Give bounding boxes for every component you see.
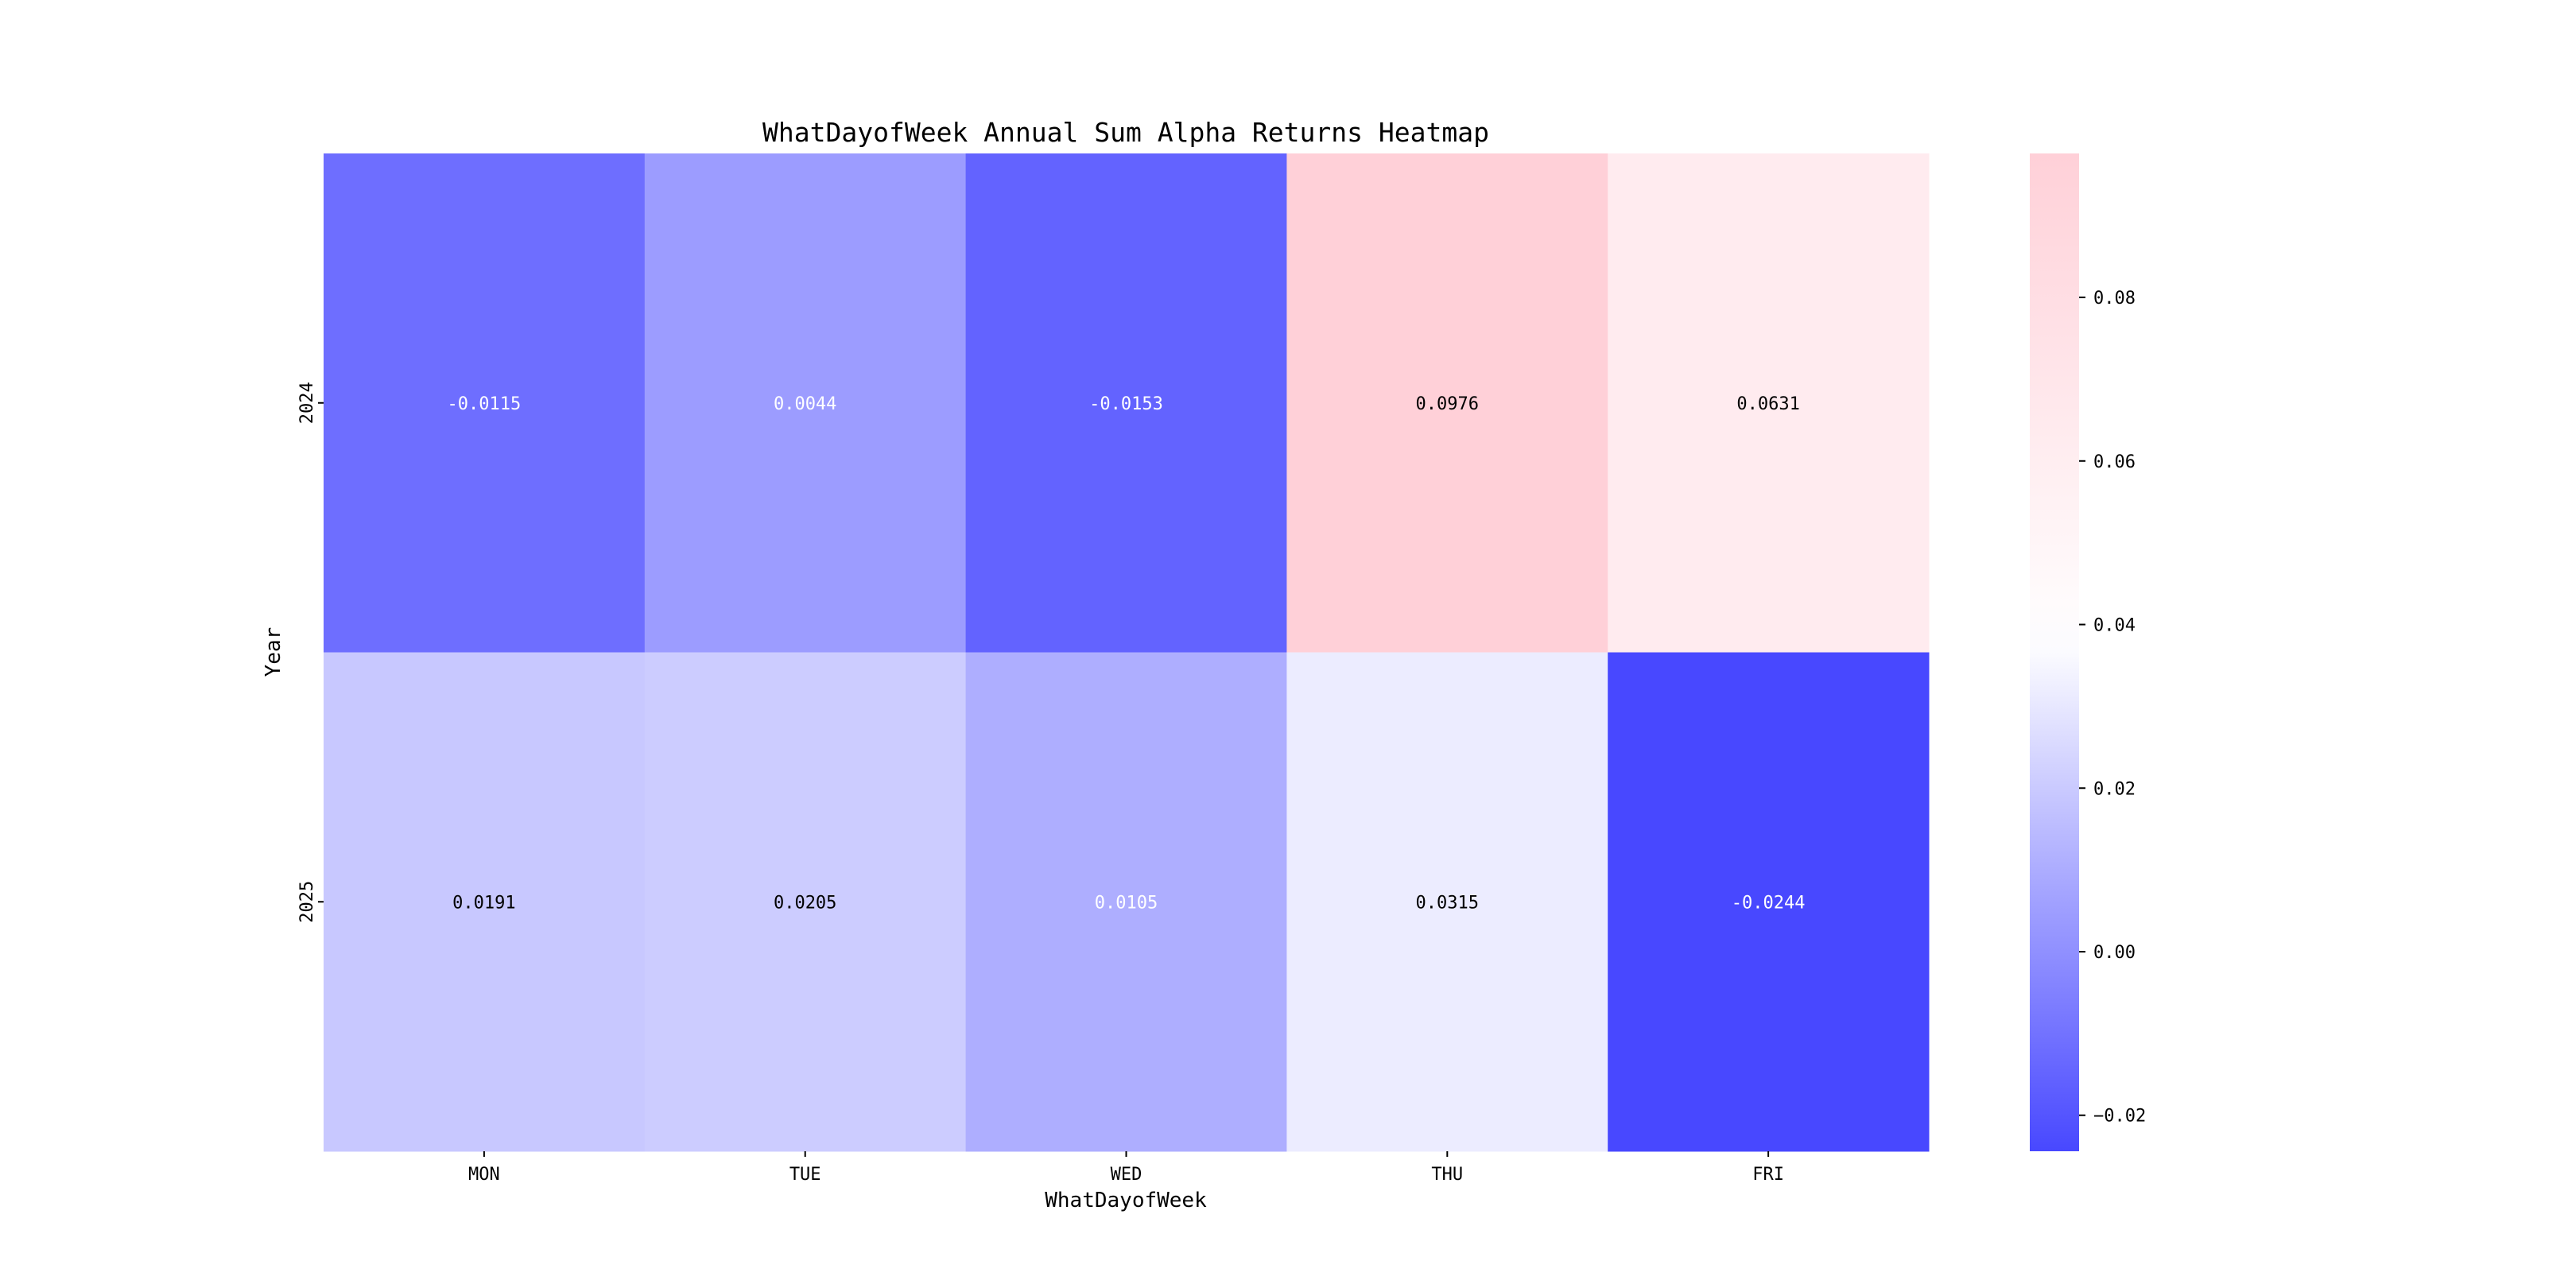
heatmap-cell bbox=[644, 153, 967, 653]
heatmap-cell bbox=[324, 652, 646, 1152]
colorbar bbox=[2030, 153, 2079, 1151]
colorbar-tick-label: 0.08 bbox=[2093, 289, 2136, 308]
x-tick-label: FRI bbox=[1752, 1165, 1784, 1185]
x-axis-label: WhatDayofWeek bbox=[1045, 1189, 1207, 1212]
chart-title: WhatDayofWeek Annual Sum Alpha Returns H… bbox=[762, 117, 1489, 148]
y-axis-ticks: 2024 2025 bbox=[297, 382, 324, 923]
colorbar-ticks: −0.02 0.00 0.02 0.04 0.06 0.08 bbox=[2079, 289, 2146, 1127]
colorbar-tick-label: −0.02 bbox=[2093, 1107, 2146, 1127]
colorbar-tick-label: 0.00 bbox=[2093, 943, 2136, 963]
y-tick-label: 2024 bbox=[297, 382, 317, 424]
heatmap-cell bbox=[1286, 652, 1608, 1152]
heatmap-cell bbox=[1286, 153, 1608, 653]
cell-annotation: 0.0976 bbox=[1416, 394, 1479, 414]
y-tick-label: 2025 bbox=[297, 881, 317, 923]
heatmap-cell bbox=[644, 652, 967, 1152]
y-axis-label: Year bbox=[262, 627, 285, 677]
cell-annotation: 0.0205 bbox=[774, 893, 836, 913]
colorbar-tick-label: 0.06 bbox=[2093, 452, 2136, 472]
heatmap-cell bbox=[1608, 652, 1930, 1152]
cell-annotation: 0.0191 bbox=[452, 893, 515, 913]
heatmap-cells: -0.0115 0.0044 -0.0153 0.0976 0.0631 0.0191 0.… bbox=[324, 153, 1930, 1152]
x-tick-label: TUE bbox=[789, 1165, 821, 1185]
x-tick-label: MON bbox=[468, 1165, 500, 1185]
heatmap-cell bbox=[324, 153, 646, 653]
x-axis-ticks: MON TUE WED THU FRI bbox=[468, 1151, 1784, 1185]
heatmap-cell bbox=[1608, 153, 1930, 653]
x-tick-label: THU bbox=[1431, 1165, 1463, 1185]
cell-annotation: -0.0115 bbox=[448, 394, 522, 414]
heatmap-cell bbox=[965, 652, 1287, 1152]
cell-annotation: -0.0153 bbox=[1089, 394, 1163, 414]
cell-annotation: 0.0631 bbox=[1736, 394, 1799, 414]
colorbar-tick-label: 0.02 bbox=[2093, 779, 2136, 799]
cell-annotation: 0.0044 bbox=[774, 394, 836, 414]
cell-annotation: 0.0105 bbox=[1095, 893, 1158, 913]
cell-annotation: 0.0315 bbox=[1416, 893, 1479, 913]
x-tick-label: WED bbox=[1111, 1165, 1143, 1185]
colorbar-tick-label: 0.04 bbox=[2093, 616, 2136, 636]
cell-annotation: -0.0244 bbox=[1732, 893, 1806, 913]
heatmap-cell bbox=[965, 153, 1287, 653]
